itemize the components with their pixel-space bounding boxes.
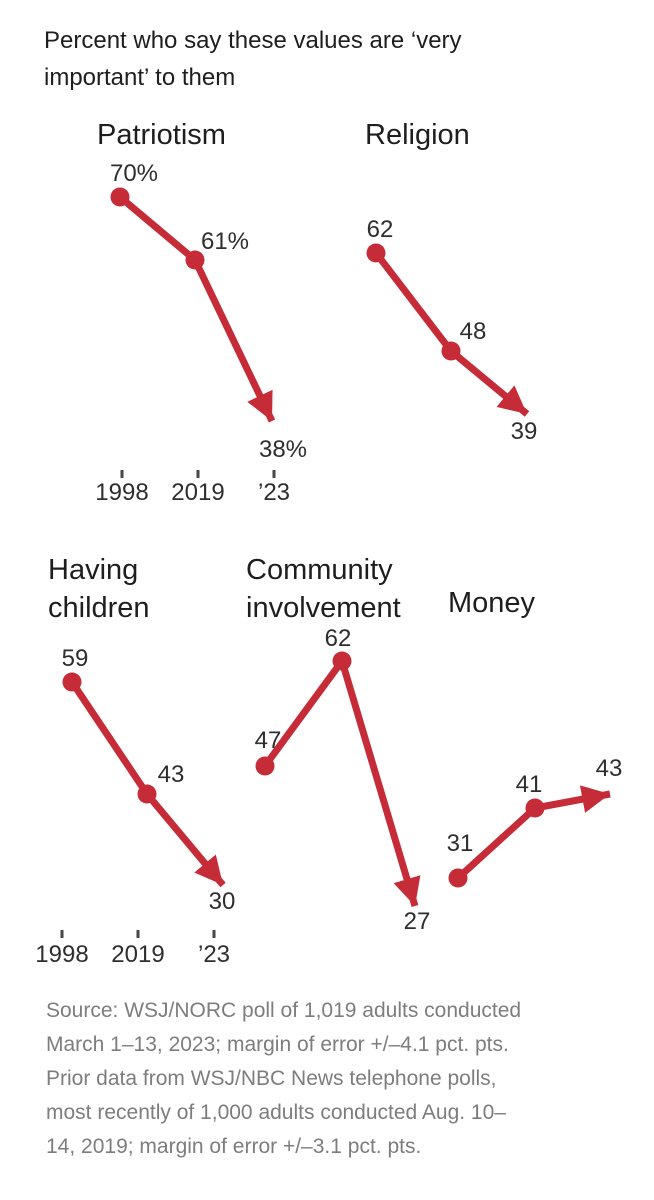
patriotism-value-label-1998: 70% xyxy=(109,160,159,187)
patriotism-axis-tick-1998 xyxy=(120,470,124,478)
community-involvement-title: Community involvement xyxy=(246,554,401,624)
having-children-value-label-2019: 43 xyxy=(157,761,185,788)
patriotism-trend xyxy=(110,187,276,423)
source-line: 14, 2019; margin of error +/–3.1 pct. pt… xyxy=(46,1135,422,1158)
money-value-label-2019: 41 xyxy=(515,771,543,798)
having-children-axis-tick-2023 xyxy=(212,930,216,938)
religion-point-1998 xyxy=(366,243,386,263)
having-children-axis-tick-1998 xyxy=(60,930,64,938)
having-children-title: Having children xyxy=(48,554,150,624)
religion-value-label-1998: 62 xyxy=(366,216,394,243)
religion-line xyxy=(373,250,530,417)
patriotism-line xyxy=(117,194,276,423)
having-children-line xyxy=(69,680,226,888)
source-line: Prior data from WSJ/NBC News telephone p… xyxy=(46,1067,497,1090)
patriotism-axis-tick-2023 xyxy=(272,470,276,478)
money-point-1998 xyxy=(448,868,468,888)
having-children-value-label-1998: 59 xyxy=(61,645,89,672)
religion-point-2019 xyxy=(441,341,461,361)
patriotism-axis-label-2019: 2019 xyxy=(171,479,225,506)
community-involvement-trend xyxy=(255,651,421,907)
community-involvement-point-1998 xyxy=(255,756,275,776)
community-involvement-value-label-2019: 62 xyxy=(324,625,352,652)
community-involvement-line xyxy=(262,653,421,907)
having-children-trend xyxy=(62,672,226,888)
religion-value-label-2023: 39 xyxy=(510,418,538,445)
money-value-label-1998: 31 xyxy=(446,830,474,857)
money-title: Money xyxy=(448,587,536,619)
source-line: Source: WSJ/NORC poll of 1,019 adults co… xyxy=(46,999,522,1022)
religion-title: Religion xyxy=(365,119,470,151)
patriotism-axis-tick-2019 xyxy=(196,470,200,478)
community-involvement-value-label-2023: 27 xyxy=(403,908,431,935)
having-children-axis-label-2019: 2019 xyxy=(111,941,165,968)
money-point-2019 xyxy=(525,798,545,818)
having-children-axis-tick-2019 xyxy=(136,930,140,938)
money-value-label-2023: 43 xyxy=(595,755,623,782)
patriotism-value-label-2019: 61% xyxy=(200,228,250,255)
religion-trend xyxy=(366,243,530,417)
source-line: March 1–13, 2023; margin of error +/–4.1… xyxy=(46,1033,509,1056)
having-children-point-1998 xyxy=(62,672,82,692)
source-line: most recently of 1,000 adults conducted … xyxy=(46,1101,506,1124)
patriotism-point-1998 xyxy=(110,187,130,207)
patriotism-title: Patriotism xyxy=(97,119,226,151)
patriotism-axis-label-2023: ’23 xyxy=(257,479,291,506)
religion-value-label-2019: 48 xyxy=(459,318,487,345)
having-children-axis-label-1998: 1998 xyxy=(35,941,89,968)
figure-title: Percent who say these values are ‘very i… xyxy=(44,27,462,91)
having-children-value-label-2023: 30 xyxy=(208,888,236,915)
patriotism-axis-label-1998: 1998 xyxy=(95,479,149,506)
community-involvement-value-label-1998: 47 xyxy=(254,727,282,754)
having-children-axis-label-2023: ’23 xyxy=(197,941,231,968)
community-involvement-point-2019 xyxy=(332,651,352,671)
patriotism-value-label-2023: 38% xyxy=(258,436,308,463)
source-note: Source: WSJ/NORC poll of 1,019 adults co… xyxy=(46,994,521,1164)
money-line xyxy=(455,785,611,881)
having-children-point-2019 xyxy=(137,784,157,804)
